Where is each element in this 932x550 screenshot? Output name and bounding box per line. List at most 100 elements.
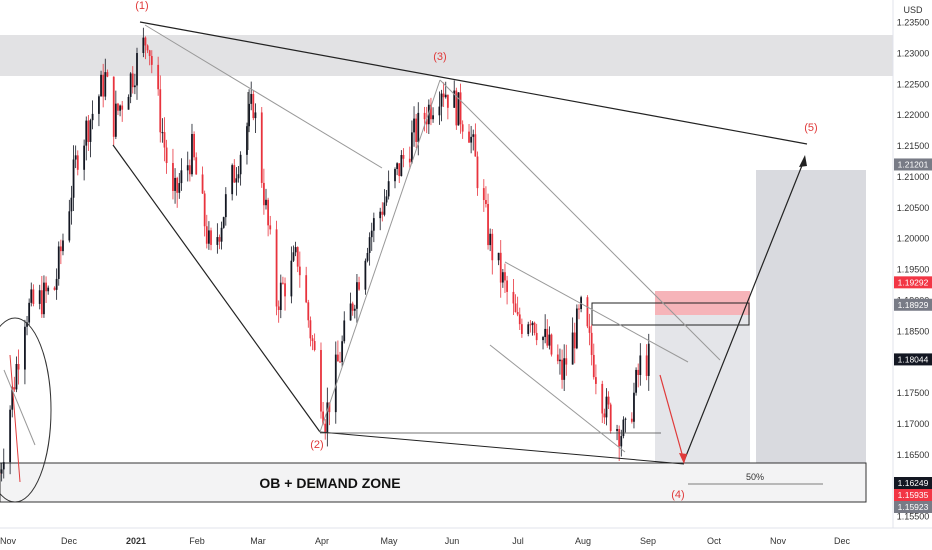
sub-channel-upper (504, 261, 689, 363)
y-tick-label: 1.20000 (897, 234, 930, 244)
candle-body (231, 165, 234, 195)
wave-3-4-line (439, 79, 721, 361)
x-tick-label: Oct (707, 536, 722, 546)
lower-trendline (319, 431, 685, 465)
candle-body (453, 90, 456, 108)
candle-body (616, 429, 618, 431)
candle-body (563, 358, 566, 380)
candle-body (575, 308, 578, 349)
candle-body (11, 387, 14, 410)
candle-body (398, 163, 401, 177)
y-tick-label: 1.18500 (897, 326, 930, 336)
candle-body (430, 104, 432, 120)
currency-label: USD (903, 5, 923, 15)
candle-body (201, 174, 204, 194)
candle-body (262, 182, 265, 206)
candle-body (163, 132, 166, 148)
y-tick-label: 1.20500 (897, 203, 930, 213)
price-badge-bg (894, 477, 932, 489)
candle-body (432, 115, 434, 120)
price-badge-label: 1.18044 (898, 354, 929, 364)
candle-body (527, 324, 530, 334)
candle-body (252, 93, 255, 119)
x-tick-label: May (380, 536, 398, 546)
candle-body (188, 165, 191, 175)
candle-body (512, 291, 515, 304)
candle-body (351, 303, 354, 311)
candle-body (637, 369, 640, 375)
candle-body (639, 355, 642, 375)
candle-body (28, 302, 31, 323)
candle-body (413, 118, 415, 133)
y-tick-label: 1.21500 (897, 141, 930, 151)
candle-body (40, 290, 43, 315)
ellipse-gray-line (3, 369, 36, 446)
candle-body (592, 354, 595, 378)
wave-5-projection (683, 157, 806, 462)
candle-body (176, 177, 179, 193)
y-tick-label: 1.15500 (897, 512, 930, 522)
demand-zone-label: OB + DEMAND ZONE (259, 475, 400, 491)
candle-body (224, 194, 227, 218)
candle-body (633, 392, 635, 422)
candle-body (186, 165, 189, 171)
candle-body (457, 92, 460, 126)
candle-body (444, 94, 447, 98)
candle-body (605, 396, 608, 418)
candle-body (15, 364, 18, 390)
candle-body (470, 136, 473, 143)
candle-body (131, 73, 134, 88)
candle-body (68, 211, 71, 241)
wave-5-arrowhead (799, 155, 807, 167)
price-badges: 1.21201 1.19292 1.18929 1.18044 1.16249 1.159… (894, 158, 932, 513)
candle-body (298, 266, 301, 276)
candle-body (542, 337, 544, 341)
price-badge-label: 1.16249 (898, 478, 929, 488)
x-tick-label: Feb (189, 536, 205, 546)
candle-body (520, 324, 523, 334)
candle-body (121, 105, 124, 110)
candle-body (32, 289, 35, 304)
candle-body (290, 260, 293, 297)
candle-body (309, 320, 312, 339)
candle-body (129, 73, 132, 97)
candle-body (476, 156, 479, 189)
y-tick-label: 1.22000 (897, 110, 930, 120)
candle-body (294, 247, 297, 253)
wave-4-line (659, 374, 685, 462)
candle-body (62, 240, 64, 252)
candle-body (337, 354, 339, 362)
candle-body (595, 377, 597, 384)
candle-body (47, 287, 50, 292)
candle-body (161, 132, 164, 134)
x-tick-label: Nov (770, 536, 787, 546)
candle-body (148, 50, 151, 57)
candle-body (195, 157, 198, 175)
x-tick-label: Jul (512, 536, 524, 546)
candle-body (250, 93, 253, 104)
candle-body (491, 233, 494, 261)
candle-body (133, 85, 136, 88)
candle-body (277, 306, 280, 310)
demand-zone-box (0, 462, 867, 503)
y-axis-ticks: 1.23500 1.23000 1.22500 1.22000 1.21500 1.210… (897, 18, 930, 522)
candle-body (144, 37, 147, 46)
candle-body (400, 155, 403, 177)
wave-1-2-line (112, 144, 321, 433)
candle-body (53, 287, 56, 290)
candle-body (588, 326, 591, 333)
candle-body (172, 163, 174, 191)
candle-body (379, 211, 382, 219)
y-tick-label: 1.17000 (897, 419, 930, 429)
candle-body (609, 404, 612, 431)
target-projection-box (756, 170, 866, 502)
candle-body (104, 72, 107, 97)
candle-body (533, 322, 536, 333)
candle-body (334, 354, 337, 413)
candle-body (402, 155, 405, 159)
candle-body (13, 387, 16, 390)
candle-body (328, 402, 331, 413)
candle-body (586, 297, 589, 327)
